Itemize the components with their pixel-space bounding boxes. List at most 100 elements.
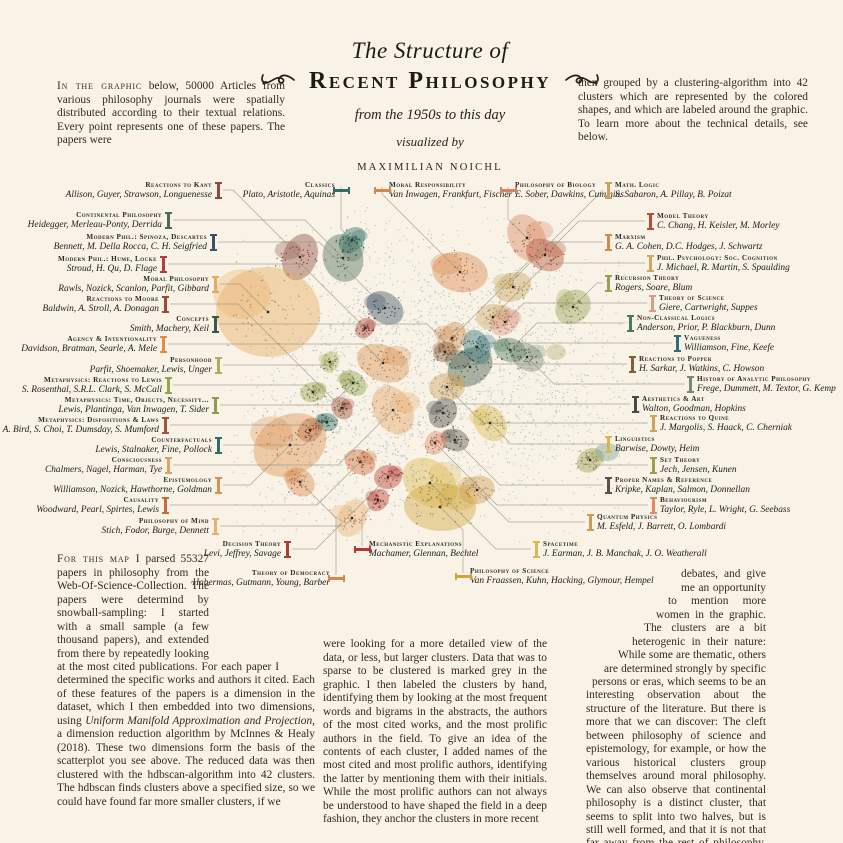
cluster-marker-icon bbox=[646, 255, 654, 272]
cluster-marker-icon bbox=[649, 497, 657, 514]
title-line-2: Recent Philosophy bbox=[308, 68, 552, 94]
cluster-label: Reactions to Quine J. Margolis, S. Haack,… bbox=[660, 413, 792, 434]
cluster-authors: H. Sarkar, J. Watkins, C. Howson bbox=[639, 364, 765, 374]
author-name: Maximilian Noichl bbox=[357, 162, 503, 173]
title-line-1: The Structure of bbox=[351, 38, 509, 63]
cluster-title: Marxism bbox=[615, 233, 646, 241]
cluster-label: Recursion Theory Rogers, Soare, Blum bbox=[615, 273, 692, 294]
cluster-authors: Bennett, M. Della Rocca, C. H. Seigfried bbox=[53, 242, 207, 252]
cluster-authors: Van Inwagen, Frankfurt, Fischer bbox=[389, 190, 513, 200]
cluster-label: Moral Responsibility Van Inwagen, Frankfu… bbox=[389, 180, 512, 201]
cluster-marker-icon bbox=[211, 397, 219, 414]
cluster-label: Reactions to Moore Baldwin, A. Stroll, A.… bbox=[43, 294, 160, 315]
cluster-title: Reactions to Moore bbox=[86, 295, 159, 303]
cluster-authors: Baldwin, A. Stroll, A. Donagan bbox=[42, 304, 160, 314]
fleuron-icon bbox=[261, 72, 295, 92]
cluster-authors: Stroud, H. Qu, D. Flage bbox=[66, 264, 157, 274]
cluster-authors: Smith, Machery, Keil bbox=[129, 324, 209, 334]
cluster-authors: Heidegger, Merleau-Ponty, Derrida bbox=[27, 220, 162, 230]
cluster-label: Decision Theory Levi, Jeffrey, Savage bbox=[204, 539, 281, 560]
cluster-label: Moral Philosophy Rawls, Nozick, Scanlon, … bbox=[58, 274, 209, 295]
cluster-title: Continental Philosophy bbox=[76, 211, 162, 219]
cluster-label: Mechanistic Explanations Machamer, Glenna… bbox=[369, 539, 478, 560]
cluster-title: Metaphysics: Time, Objects, Necessity... bbox=[64, 396, 209, 404]
cluster-marker-icon bbox=[209, 234, 217, 251]
cluster-title: Reactions to Quine bbox=[660, 414, 730, 422]
cluster-marker-icon bbox=[161, 417, 169, 434]
method-emphasis: Uniform Manifold Approximation and Proje… bbox=[85, 714, 313, 727]
cluster-authors: J. Earman, J. B. Manchak, J. O. Weathera… bbox=[543, 549, 707, 559]
cluster-authors: Kripke, Kaplan, Salmon, Donnellan bbox=[615, 485, 750, 495]
cluster-marker-icon bbox=[164, 377, 172, 394]
cluster-title: Epistemology bbox=[163, 476, 212, 484]
cluster-title: Philosophy of Mind bbox=[138, 517, 209, 525]
cluster-label: Proper Names & Reference Kripke, Kaplan, … bbox=[615, 475, 750, 496]
method-lead: For this map I bbox=[57, 553, 141, 566]
cluster-label: Theory of Science Giere, Cartwright, Supp… bbox=[659, 293, 758, 314]
cluster-authors: M. Esfeld, J. Barrett, O. Lombardi bbox=[597, 522, 726, 532]
cluster-title: Vagueness bbox=[684, 334, 721, 342]
cluster-authors: Rogers, Soare, Blum bbox=[615, 283, 693, 293]
cluster-marker-icon bbox=[626, 315, 634, 332]
cluster-title: Aesthetics & Art bbox=[642, 395, 705, 403]
closing-paragraph: debates, and give me an opportunity to m… bbox=[586, 568, 766, 843]
cluster-marker-icon bbox=[604, 477, 612, 494]
cluster-marker-icon bbox=[214, 182, 222, 199]
cluster-title: Philosophy of Biology bbox=[515, 181, 597, 189]
cluster-authors: Taylor, Ryle, L. Wright, G. Seebass bbox=[660, 505, 791, 515]
method-text-2: , a dimension reduction algorithm by McI… bbox=[57, 714, 316, 808]
cluster-title: Modern Phil.: Hume, Locke bbox=[57, 255, 157, 263]
cluster-label: Personhood Parfit, Shoemaker, Lewis, Unge… bbox=[90, 355, 212, 376]
cluster-marker-icon bbox=[648, 295, 656, 312]
cluster-marker-icon bbox=[329, 577, 343, 580]
cluster-title: Proper Names & Reference bbox=[615, 476, 713, 484]
cluster-authors: E. Sober, Dawkins, Cummins bbox=[515, 190, 624, 200]
cluster-label: Theory of Democracy Habermas, Gutmann, Yo… bbox=[192, 568, 330, 589]
cluster-label: Consciousness Chalmers, Nagel, Harman, Ty… bbox=[45, 455, 162, 476]
cluster-title: Concepts bbox=[176, 315, 209, 323]
cluster-marker-icon bbox=[631, 396, 639, 413]
cluster-title: Agency & Intentionality bbox=[67, 335, 157, 343]
cluster-label: Continental Philosophy Heidegger, Merleau… bbox=[28, 210, 162, 231]
cluster-marker-icon bbox=[283, 541, 291, 558]
cluster-marker-icon bbox=[355, 548, 369, 551]
cluster-label: Phil. Psychology: Soc. Cognition J. Micha… bbox=[657, 253, 790, 274]
cluster-label: Marxism G. A. Cohen, D.C. Hodges, J. Schw… bbox=[615, 232, 762, 253]
cluster-marker-icon bbox=[159, 336, 167, 353]
cluster-marker-icon bbox=[604, 234, 612, 251]
cluster-label: Metaphysics: Reactions to Lewis S. Rosent… bbox=[22, 375, 162, 396]
cluster-marker-icon bbox=[214, 477, 222, 494]
cluster-title: Classics bbox=[304, 181, 335, 189]
cluster-title: Reactions to Popper bbox=[639, 355, 712, 363]
cluster-authors: Machamer, Glennan, Bechtel bbox=[369, 549, 479, 559]
cluster-marker-icon bbox=[161, 497, 169, 514]
closing-text: debates, and give me an opportunity to m… bbox=[586, 568, 766, 843]
cluster-title: Phil. Psychology: Soc. Cognition bbox=[657, 254, 778, 262]
cluster-label: Math. Logic S. Sabaron, A. Pillay, B. Poi… bbox=[615, 180, 732, 201]
cluster-title: Theory of Science bbox=[659, 294, 725, 302]
cluster-marker-icon bbox=[649, 457, 657, 474]
middle-text: were looking for a more detailed view of… bbox=[323, 638, 547, 826]
cluster-title: Personhood bbox=[170, 356, 212, 364]
cluster-authors: S. Sabaron, A. Pillay, B. Poizat bbox=[615, 190, 732, 200]
poster-header: The Structure of Recent Philosophy from … bbox=[255, 38, 605, 173]
cluster-authors: Stich, Fodor, Burge, Dennett bbox=[101, 526, 209, 536]
cluster-label: Metaphysics: Dispositions & Laws A. Bird,… bbox=[3, 415, 159, 436]
cluster-label: Model Theory C. Chang, H. Keisler, M. Mor… bbox=[657, 211, 779, 232]
intro-left-text: below, 50000 Articles from various philo… bbox=[57, 80, 285, 147]
cluster-label: Philosophy of Science Van Fraassen, Kuhn,… bbox=[470, 566, 654, 587]
cluster-title: Quantum Physics bbox=[597, 513, 658, 521]
cluster-label: Agency & Intentionality Davidson, Bratman… bbox=[21, 334, 157, 355]
cluster-marker-icon bbox=[214, 357, 222, 374]
cluster-title: Behaviourism bbox=[660, 496, 708, 504]
cluster-label: Reactions to Popper H. Sarkar, J. Watkins… bbox=[639, 354, 764, 375]
cluster-label: Metaphysics: Time, Objects, Necessity...… bbox=[58, 395, 209, 416]
cluster-title: Decision Theory bbox=[222, 540, 281, 548]
cluster-marker-icon bbox=[604, 182, 612, 199]
cluster-label: Classics Plato, Aristotle, Aquinas bbox=[243, 180, 335, 201]
byline-prefix: visualized by bbox=[396, 134, 464, 149]
cluster-label: Reactions to Kant Allison, Guyer, Strawso… bbox=[66, 180, 212, 201]
cluster-label: Counterfactuals Lewis, Stalnaker, Fine, P… bbox=[95, 435, 212, 456]
